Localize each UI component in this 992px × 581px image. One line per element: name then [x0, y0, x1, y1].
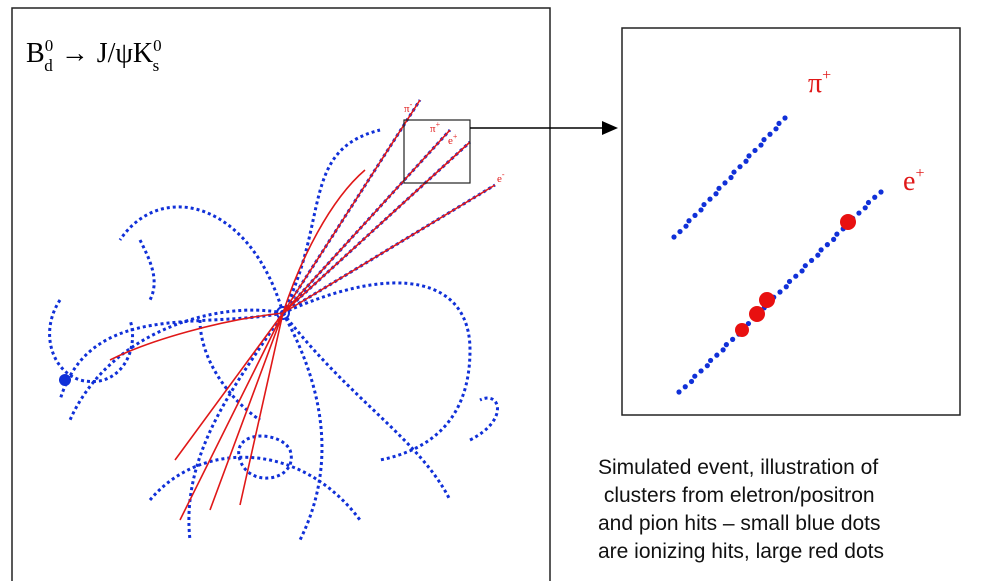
zoom-panel: [622, 28, 960, 415]
hit: [759, 292, 775, 308]
hit: [701, 202, 706, 207]
figure: B0d→J/ψK0s π- π+ e+ e- π+ e+ Simulated e: [0, 0, 992, 581]
hit: [677, 229, 682, 234]
label-part: -: [410, 100, 413, 109]
hit: [721, 347, 726, 352]
hit: [746, 153, 751, 158]
title-part: J/ψK: [97, 38, 153, 69]
page: B0d→J/ψK0s π- π+ e+ e- π+ e+ Simulated e: [0, 0, 992, 581]
hit: [787, 279, 792, 284]
caption-line: clusters from eletron/positron: [598, 484, 875, 507]
label-part: π: [808, 68, 822, 99]
hit: [866, 200, 871, 205]
title-part: 0: [153, 36, 162, 55]
hit: [773, 126, 778, 131]
hit: [834, 232, 839, 237]
hit: [708, 358, 713, 363]
label-part: -: [502, 170, 505, 179]
hit: [809, 258, 814, 263]
hit: [735, 323, 749, 337]
hit: [784, 284, 789, 289]
hit: [803, 263, 808, 268]
hit: [705, 363, 710, 368]
hit: [686, 218, 691, 223]
label-part: +: [453, 132, 458, 141]
hit: [692, 374, 697, 379]
hit: [749, 306, 765, 322]
hit: [856, 210, 861, 215]
hit: [713, 191, 718, 196]
cluster: [59, 374, 71, 386]
hit: [698, 207, 703, 212]
hit: [692, 213, 697, 218]
hit: [793, 274, 798, 279]
caption-line: Simulated event, illustration of: [598, 456, 878, 479]
hit: [698, 368, 703, 373]
label-part: +: [822, 67, 831, 84]
hit: [722, 180, 727, 185]
hit: [878, 189, 883, 194]
label-part: e: [903, 166, 915, 197]
caption-line: and pion hits – small blue dots: [598, 512, 881, 535]
label-part: +: [436, 120, 441, 129]
title-part: B: [26, 38, 45, 69]
hit: [714, 353, 719, 358]
hit: [777, 289, 782, 294]
title-part: d: [44, 56, 53, 75]
caption: Simulated event, illustration of cluster…: [598, 456, 884, 563]
hit: [707, 197, 712, 202]
label-part: +: [915, 165, 924, 182]
hit: [683, 224, 688, 229]
hit: [752, 148, 757, 153]
hit: [716, 186, 721, 191]
hit: [819, 247, 824, 252]
hit: [863, 205, 868, 210]
hit: [831, 237, 836, 242]
hit: [724, 342, 729, 347]
hit: [683, 384, 688, 389]
hit: [728, 175, 733, 180]
hit: [743, 159, 748, 164]
title-part: →: [61, 38, 89, 69]
hit: [731, 169, 736, 174]
arrow-head: [602, 121, 618, 135]
hit: [676, 389, 681, 394]
title-part: 0: [45, 36, 54, 55]
hit: [825, 242, 830, 247]
hit: [737, 164, 742, 169]
caption-line: are ionizing hits, large red dots: [598, 540, 884, 563]
hit: [767, 132, 772, 137]
hit: [815, 253, 820, 258]
hit: [840, 214, 856, 230]
hit: [761, 137, 766, 142]
event-panel: [12, 8, 550, 581]
hit: [872, 195, 877, 200]
hit: [799, 268, 804, 273]
hit: [782, 115, 787, 120]
hit: [689, 379, 694, 384]
hit: [671, 234, 676, 239]
hit: [758, 142, 763, 147]
hit: [730, 337, 735, 342]
title-part: s: [153, 56, 160, 75]
hit: [776, 121, 781, 126]
